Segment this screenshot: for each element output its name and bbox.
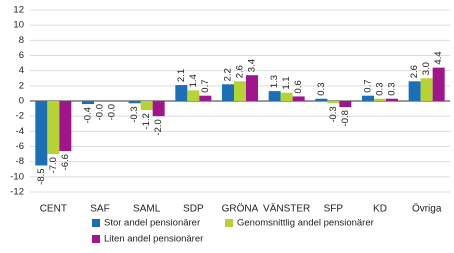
y-tick-label: -2 (16, 111, 24, 122)
bar (187, 90, 200, 101)
value-label: -7.0 (48, 157, 59, 173)
legend-swatch (225, 219, 233, 227)
value-label: -0.3 (328, 106, 339, 122)
value-label: 1.3 (269, 75, 280, 88)
bar (246, 75, 258, 101)
legend-label: Liten andel pensionärer (104, 234, 203, 245)
y-tick-label: 4 (19, 65, 24, 76)
value-label: -1.2 (141, 113, 152, 129)
legend-label: Stor andel pensionärer (104, 218, 200, 229)
value-label: -0.8 (340, 110, 351, 126)
bar (374, 98, 386, 101)
bar (339, 101, 352, 108)
value-label: -6.6 (60, 154, 71, 170)
y-tick-label: -4 (16, 126, 24, 137)
bar (152, 101, 165, 117)
value-label: 2.6 (409, 65, 420, 78)
bar (315, 98, 328, 101)
bar (432, 67, 445, 101)
value-label: 1.1 (281, 76, 292, 89)
value-label: 1.4 (188, 74, 199, 87)
value-label: -2.0 (153, 119, 164, 135)
value-label: 0.3 (375, 83, 386, 96)
y-tick-label: -12 (10, 187, 24, 198)
x-tick-label: Övriga (412, 203, 442, 215)
value-label: 0.3 (316, 83, 327, 96)
x-tick-label: SFP (324, 204, 344, 215)
value-label: 3.4 (247, 59, 258, 72)
bar (280, 92, 293, 101)
bar (199, 95, 212, 101)
value-label: 0.7 (200, 79, 211, 92)
value-label: 0.7 (363, 79, 374, 92)
y-tick-label: 2 (19, 80, 24, 91)
value-label: 2.6 (235, 65, 246, 78)
bar (35, 101, 48, 166)
value-label: -0.0 (95, 104, 106, 120)
bar (292, 96, 305, 101)
x-tick-label: VÄNSTER (263, 203, 310, 215)
bar (386, 98, 398, 101)
legend-label: Genomsnittlig andel pensionärer (237, 218, 374, 229)
x-tick-label: SAML (133, 204, 161, 215)
x-tick-label: SDP (183, 204, 204, 215)
value-label: 2.1 (176, 69, 187, 82)
bar (268, 91, 281, 101)
value-label: -0.0 (107, 104, 118, 120)
bar (327, 101, 340, 104)
y-tick-label: 8 (19, 35, 24, 46)
value-label: 0.6 (293, 80, 304, 93)
value-label: 3.0 (421, 62, 432, 75)
y-tick-label: 0 (19, 96, 24, 107)
bar (222, 84, 234, 101)
bar (59, 101, 72, 152)
x-tick-label: GRÖNA (222, 203, 259, 215)
value-label: -0.4 (83, 107, 94, 123)
bar (362, 95, 374, 101)
bar (47, 101, 60, 155)
bar (128, 101, 141, 104)
y-tick-label: 6 (19, 50, 24, 61)
bar (140, 101, 153, 111)
bar (82, 101, 94, 105)
bar (408, 81, 421, 101)
value-label: 4.4 (433, 51, 444, 64)
y-tick-label: 10 (13, 20, 24, 31)
value-label: -0.3 (129, 106, 140, 122)
bar (234, 81, 246, 101)
y-tick-label: -8 (16, 156, 24, 167)
y-tick-label: -6 (16, 141, 24, 152)
legend-swatch (92, 219, 100, 227)
x-tick-label: SAF (90, 204, 109, 215)
value-label: 2.2 (223, 68, 234, 81)
y-tick-label: 12 (13, 5, 24, 16)
bar (175, 85, 188, 101)
value-label: 0.3 (387, 83, 398, 96)
x-tick-label: KD (373, 204, 387, 215)
x-tick-label: CENT (40, 204, 67, 215)
y-tick-label: -10 (10, 171, 24, 182)
bar (420, 78, 433, 101)
value-label: -8.5 (36, 168, 47, 184)
legend-swatch (92, 235, 100, 243)
